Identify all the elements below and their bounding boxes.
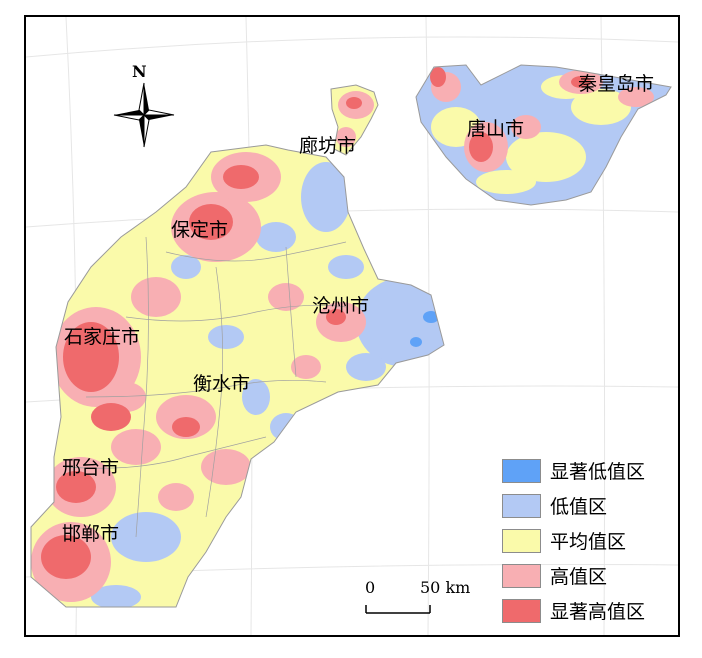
- legend-swatch: [502, 493, 541, 518]
- scale-bar-line: [365, 605, 431, 614]
- scale-bar: 0 50 km: [365, 578, 515, 618]
- scale-distance-label: 50 km: [420, 578, 471, 597]
- city-label-hengshui: 衡水市: [193, 373, 251, 395]
- city-label-baoding: 保定市: [171, 219, 229, 241]
- legend-item: 平均值区: [502, 523, 645, 558]
- legend-swatch: [502, 563, 541, 588]
- legend-label: 平均值区: [550, 531, 627, 553]
- city-label-shijiazhuang: 石家庄市: [64, 326, 141, 348]
- legend-swatch: [502, 528, 541, 553]
- legend: 显著低值区 低值区 平均值区 高值区 显著高值区: [502, 453, 645, 628]
- legend-item: 低值区: [502, 488, 645, 523]
- city-label-handan: 邯郸市: [62, 523, 120, 545]
- legend-item: 显著高值区: [502, 593, 645, 628]
- city-label-qinhuangdao: 秦皇岛市: [578, 73, 655, 95]
- legend-swatch: [502, 458, 541, 483]
- legend-item: 显著低值区: [502, 453, 645, 488]
- choropleth-map: [26, 17, 678, 635]
- legend-item: 高值区: [502, 558, 645, 593]
- north-arrow-icon: [113, 82, 175, 148]
- city-label-xingtai: 邢台市: [62, 457, 120, 479]
- legend-label: 高值区: [550, 566, 608, 588]
- city-label-langfang: 廊坊市: [299, 135, 357, 157]
- map-frame: N 0 50 km 秦皇岛市 唐山市 廊坊市 保定市 沧州市 石家庄市 衡水市 …: [24, 15, 680, 637]
- legend-label: 低值区: [550, 496, 608, 518]
- legend-swatch: [502, 598, 541, 623]
- scale-zero-label: 0: [365, 578, 376, 597]
- city-label-cangzhou: 沧州市: [312, 295, 370, 317]
- legend-label: 显著高值区: [550, 601, 646, 623]
- city-label-tangshan: 唐山市: [467, 118, 525, 140]
- legend-label: 显著低值区: [550, 461, 646, 483]
- north-label: N: [132, 62, 147, 81]
